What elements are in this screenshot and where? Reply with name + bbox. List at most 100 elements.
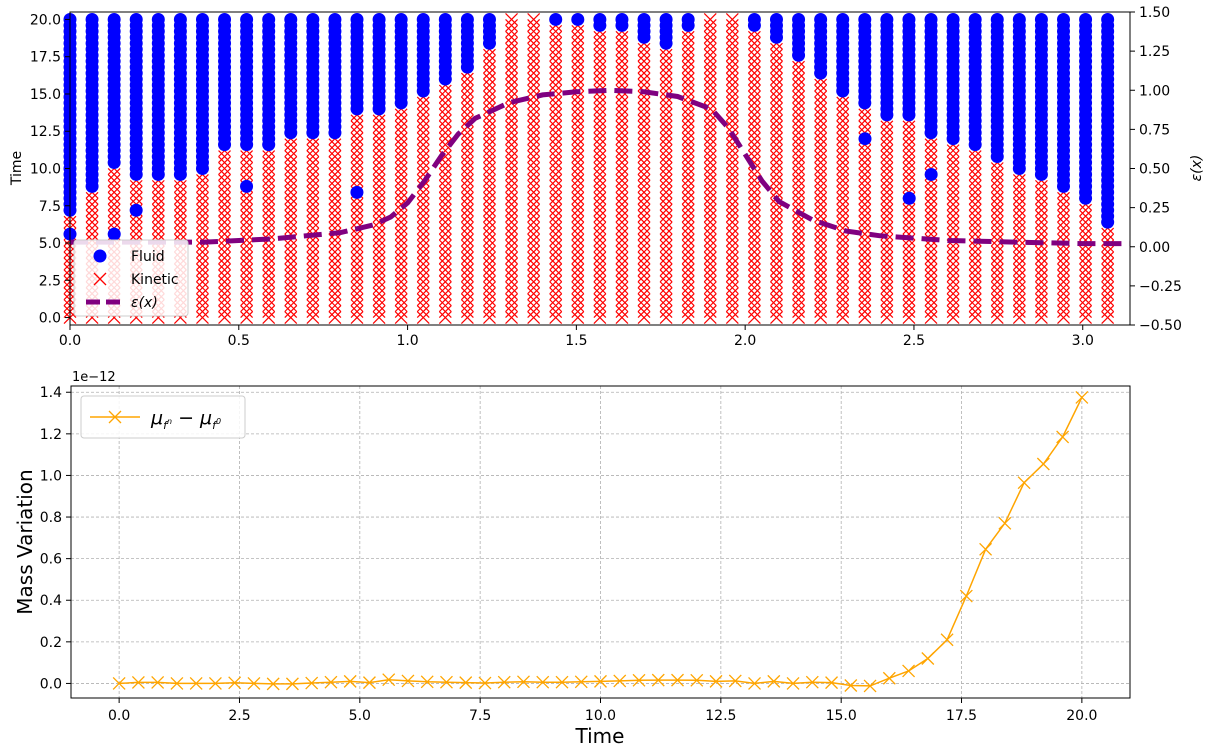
kinetic-marker [571,120,585,134]
kinetic-marker [792,257,805,271]
kinetic-marker [747,144,761,158]
kinetic-marker [924,144,938,158]
kinetic-marker [681,96,695,110]
kinetic-marker [880,293,894,307]
kinetic-marker [593,132,607,146]
kinetic-marker [505,102,518,116]
kinetic-marker [703,60,717,74]
kinetic-marker [659,48,673,62]
kinetic-marker [284,287,298,301]
kinetic-marker [262,203,276,217]
kinetic-marker [593,263,607,277]
kinetic-marker [836,209,850,223]
kinetic-marker [880,215,894,229]
kinetic-marker [814,162,828,175]
kinetic-marker [438,257,452,271]
kinetic-marker [483,203,496,217]
kinetic-marker [416,209,430,223]
kinetic-marker [416,245,430,259]
kinetic-marker [129,227,143,241]
kinetic-marker [703,138,717,152]
kinetic-marker [593,275,607,289]
kinetic-marker [836,197,850,211]
kinetic-marker [770,66,783,80]
kinetic-marker [814,102,828,116]
kinetic-marker [659,197,673,211]
kinetic-marker [615,126,629,140]
kinetic-marker [262,299,276,313]
kinetic-marker [372,233,386,247]
kinetic-marker [284,293,298,307]
kinetic-marker [350,126,364,140]
kinetic-marker [372,173,386,187]
kinetic-marker [571,173,585,187]
kinetic-marker [924,203,938,217]
top-y-tick-label: 12.5 [30,124,61,140]
kinetic-marker [218,209,231,223]
kinetic-marker [483,72,496,86]
fluid-marker [880,12,894,26]
kinetic-marker [394,138,408,152]
kinetic-marker [173,179,187,193]
mass-variation-point [131,675,145,689]
kinetic-marker [571,102,585,116]
kinetic-marker [814,197,828,211]
kinetic-marker [438,126,452,140]
kinetic-marker [968,275,982,289]
kinetic-marker [196,227,209,241]
kinetic-marker [858,239,872,253]
kinetic-marker [151,203,165,217]
kinetic-marker [681,281,695,295]
kinetic-marker [505,191,518,205]
kinetic-marker [85,215,99,229]
kinetic-marker [858,179,872,193]
top-y-tick-label: 20.0 [30,12,61,28]
kinetic-marker [372,203,386,217]
kinetic-marker [262,281,276,295]
kinetic-marker [615,48,629,62]
kinetic-marker [483,126,496,140]
kinetic-marker [836,126,850,140]
kinetic-marker [438,138,452,152]
top-right-tick-label: 0.50 [1139,162,1170,178]
kinetic-marker [725,150,739,164]
kinetic-marker [416,150,430,164]
kinetic-marker [549,299,563,313]
kinetic-marker [858,203,872,217]
kinetic-marker [350,162,364,175]
kinetic-marker [770,227,783,241]
kinetic-marker [1057,305,1070,319]
kinetic-marker [284,239,298,253]
kinetic-marker [1012,209,1026,223]
kinetic-marker [615,120,629,134]
kinetic-marker [946,275,960,289]
kinetic-marker [880,239,894,253]
kinetic-marker [306,287,320,301]
kinetic-marker [703,221,717,235]
kinetic-marker [770,102,783,116]
kinetic-marker [593,215,607,229]
kinetic-marker [483,102,496,116]
top-chart: 0.0 0.5 1.0 1.5 2.0 2.5 3.0 0.02.55.07.510.012… [9,5,1205,349]
kinetic-marker [770,299,783,313]
fluid-marker [350,12,364,26]
kinetic-marker [770,269,783,283]
kinetic-marker [659,305,673,319]
kinetic-marker [372,227,386,241]
kinetic-marker [615,281,629,295]
fluid-marker [681,12,695,26]
kinetic-marker [394,299,408,313]
kinetic-marker [703,305,717,319]
kinetic-marker [880,299,894,313]
top-x-tick-label: 1.5 [565,333,587,349]
mass-variation-point [497,675,511,689]
legend-mass-marker [108,410,122,424]
kinetic-marker [505,197,518,211]
kinetic-marker [107,209,121,223]
kinetic-marker [460,96,474,110]
kinetic-marker [549,72,563,86]
kinetic-marker [725,162,739,175]
kinetic-marker [240,269,254,283]
fluid-marker [240,179,254,193]
kinetic-marker [1034,191,1048,205]
